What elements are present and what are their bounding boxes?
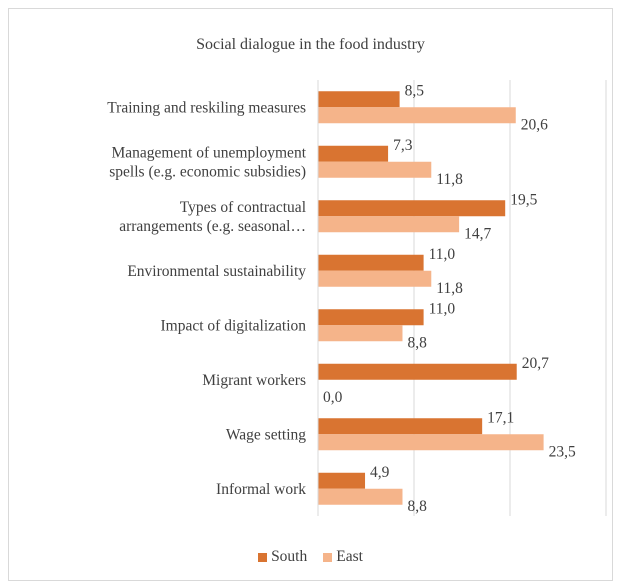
chart-title: Social dialogue in the food industry xyxy=(196,36,425,53)
data-label-south: 19,5 xyxy=(510,191,537,208)
bar-south xyxy=(318,363,517,380)
data-label-east: 0,0 xyxy=(323,389,343,406)
data-label-east: 14,7 xyxy=(464,225,491,242)
legend-label: South xyxy=(271,548,308,565)
bar-east xyxy=(318,161,432,178)
category-label: Training and reskiling measures xyxy=(107,99,306,116)
data-label-south: 8,5 xyxy=(405,82,425,99)
data-label-south: 4,9 xyxy=(370,464,390,481)
legend-item-south: South xyxy=(258,548,307,566)
legend-swatch xyxy=(258,552,268,562)
bar-east xyxy=(318,270,432,287)
data-label-east: 8,8 xyxy=(407,498,427,515)
bar-east xyxy=(318,107,516,124)
bar-east xyxy=(318,325,403,342)
category-label: Migrant workers xyxy=(202,372,306,389)
category-label: Types of contractual arrangements (e.g. s… xyxy=(119,199,306,235)
category-label: Impact of digitalization xyxy=(161,317,307,334)
data-label-south: 7,3 xyxy=(393,137,413,154)
bar-south xyxy=(318,91,400,108)
category-label: Environmental sustainability xyxy=(127,263,306,280)
data-label-east: 23,5 xyxy=(549,443,576,460)
category-label: Management of unemployment spells (e.g. e… xyxy=(109,144,306,180)
data-label-east: 20,6 xyxy=(521,116,548,133)
bar-east xyxy=(318,488,403,505)
chart-frame xyxy=(8,8,613,581)
category-label: Wage setting xyxy=(226,426,306,443)
bar-south xyxy=(318,472,366,489)
bar-south xyxy=(318,145,389,162)
data-label-south: 11,0 xyxy=(429,246,456,263)
data-label-east: 11,8 xyxy=(436,171,463,188)
legend-item-east: East xyxy=(323,548,363,566)
data-label-east: 11,8 xyxy=(436,280,463,297)
data-label-east: 8,8 xyxy=(407,334,427,351)
bar-south xyxy=(318,418,483,435)
bar-south xyxy=(318,254,424,271)
legend-label: East xyxy=(336,548,363,565)
data-label-south: 11,0 xyxy=(429,300,456,317)
category-label: Informal work xyxy=(216,481,306,498)
bar-east xyxy=(318,434,544,451)
bar-south xyxy=(318,200,506,217)
data-label-south: 20,7 xyxy=(522,355,549,372)
legend: South East xyxy=(0,548,621,567)
data-label-south: 17,1 xyxy=(487,409,514,426)
bar-east xyxy=(318,216,460,233)
bar-south xyxy=(318,309,424,326)
legend-swatch xyxy=(323,552,333,562)
